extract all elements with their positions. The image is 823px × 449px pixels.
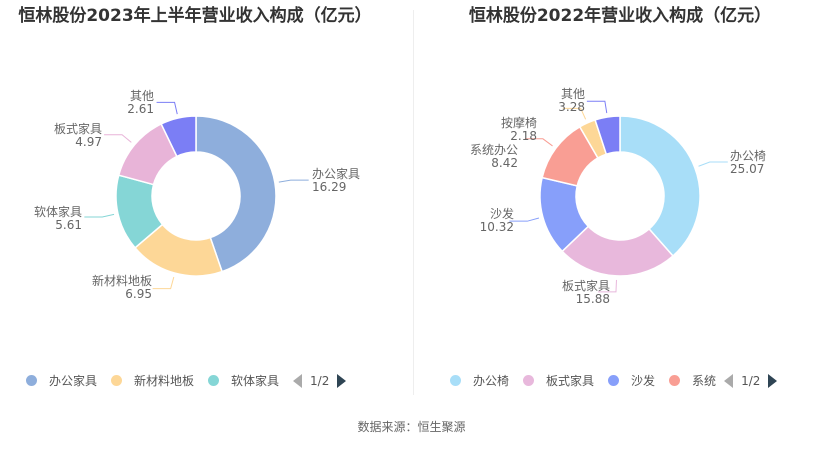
data-source: 数据来源：恒生聚源 xyxy=(357,420,466,434)
legend-right: 办公椅 板式家具 沙发 系统 1/2 xyxy=(450,372,778,389)
label-leader-line xyxy=(509,217,540,222)
prev-page-icon[interactable] xyxy=(293,373,303,388)
data-label: 软体家具 5.61 xyxy=(33,205,82,232)
donut-slice[interactable] xyxy=(195,115,277,273)
legend-item[interactable]: 软体家具 xyxy=(208,372,279,389)
data-label: 办公家具 16.29 xyxy=(312,167,361,194)
data-label: 沙发 10.32 xyxy=(479,207,514,234)
data-label: 板式家具 15.88 xyxy=(561,279,610,306)
data-label: 新材料地板 6.95 xyxy=(91,274,152,301)
legend-item[interactable]: 板式家具 xyxy=(523,372,594,389)
legend-item[interactable]: 沙发 xyxy=(608,372,655,389)
chart-title-right: 恒林股份2022年营业收入构成（亿元） xyxy=(468,6,772,26)
divider xyxy=(413,10,414,395)
next-page-icon[interactable] xyxy=(337,373,347,388)
data-label: 板式家具 4.97 xyxy=(53,122,102,149)
label-leader-line xyxy=(597,279,617,293)
label-leader-line xyxy=(156,101,178,115)
next-page-icon[interactable] xyxy=(768,373,778,388)
label-leader-line xyxy=(562,107,587,120)
legend-item[interactable]: 新材料地板 xyxy=(111,372,194,389)
prev-page-icon[interactable] xyxy=(724,373,734,388)
legend-left: 办公家具 新材料地板 软体家具 1/2 xyxy=(26,372,347,389)
label-leader-line xyxy=(152,276,175,290)
legend-item[interactable]: 系统 xyxy=(669,372,716,389)
label-leader-line xyxy=(524,138,553,147)
label-leader-line xyxy=(586,100,608,114)
label-leader-line xyxy=(104,134,132,143)
donut-slice[interactable] xyxy=(160,115,197,158)
data-label: 按摩椅 2.18 xyxy=(500,116,537,143)
donut-slice[interactable] xyxy=(619,115,701,258)
chart-title-left: 恒林股份2023年上半年营业收入构成（亿元） xyxy=(18,6,372,26)
label-leader-line xyxy=(698,161,728,167)
label-leader-line xyxy=(278,179,309,183)
legend-item[interactable]: 办公椅 xyxy=(450,372,509,389)
data-label: 系统办公 8.42 xyxy=(469,143,518,170)
label-leader-line xyxy=(84,213,115,218)
legend-page: 1/2 xyxy=(741,373,761,388)
data-label: 办公椅 25.07 xyxy=(730,149,767,176)
data-label: 其他 2.61 xyxy=(127,89,154,116)
donut-slice[interactable] xyxy=(594,115,621,156)
legend-page: 1/2 xyxy=(310,373,330,388)
data-label: 其他 3.28 xyxy=(558,87,585,114)
legend-item[interactable]: 办公家具 xyxy=(26,372,97,389)
